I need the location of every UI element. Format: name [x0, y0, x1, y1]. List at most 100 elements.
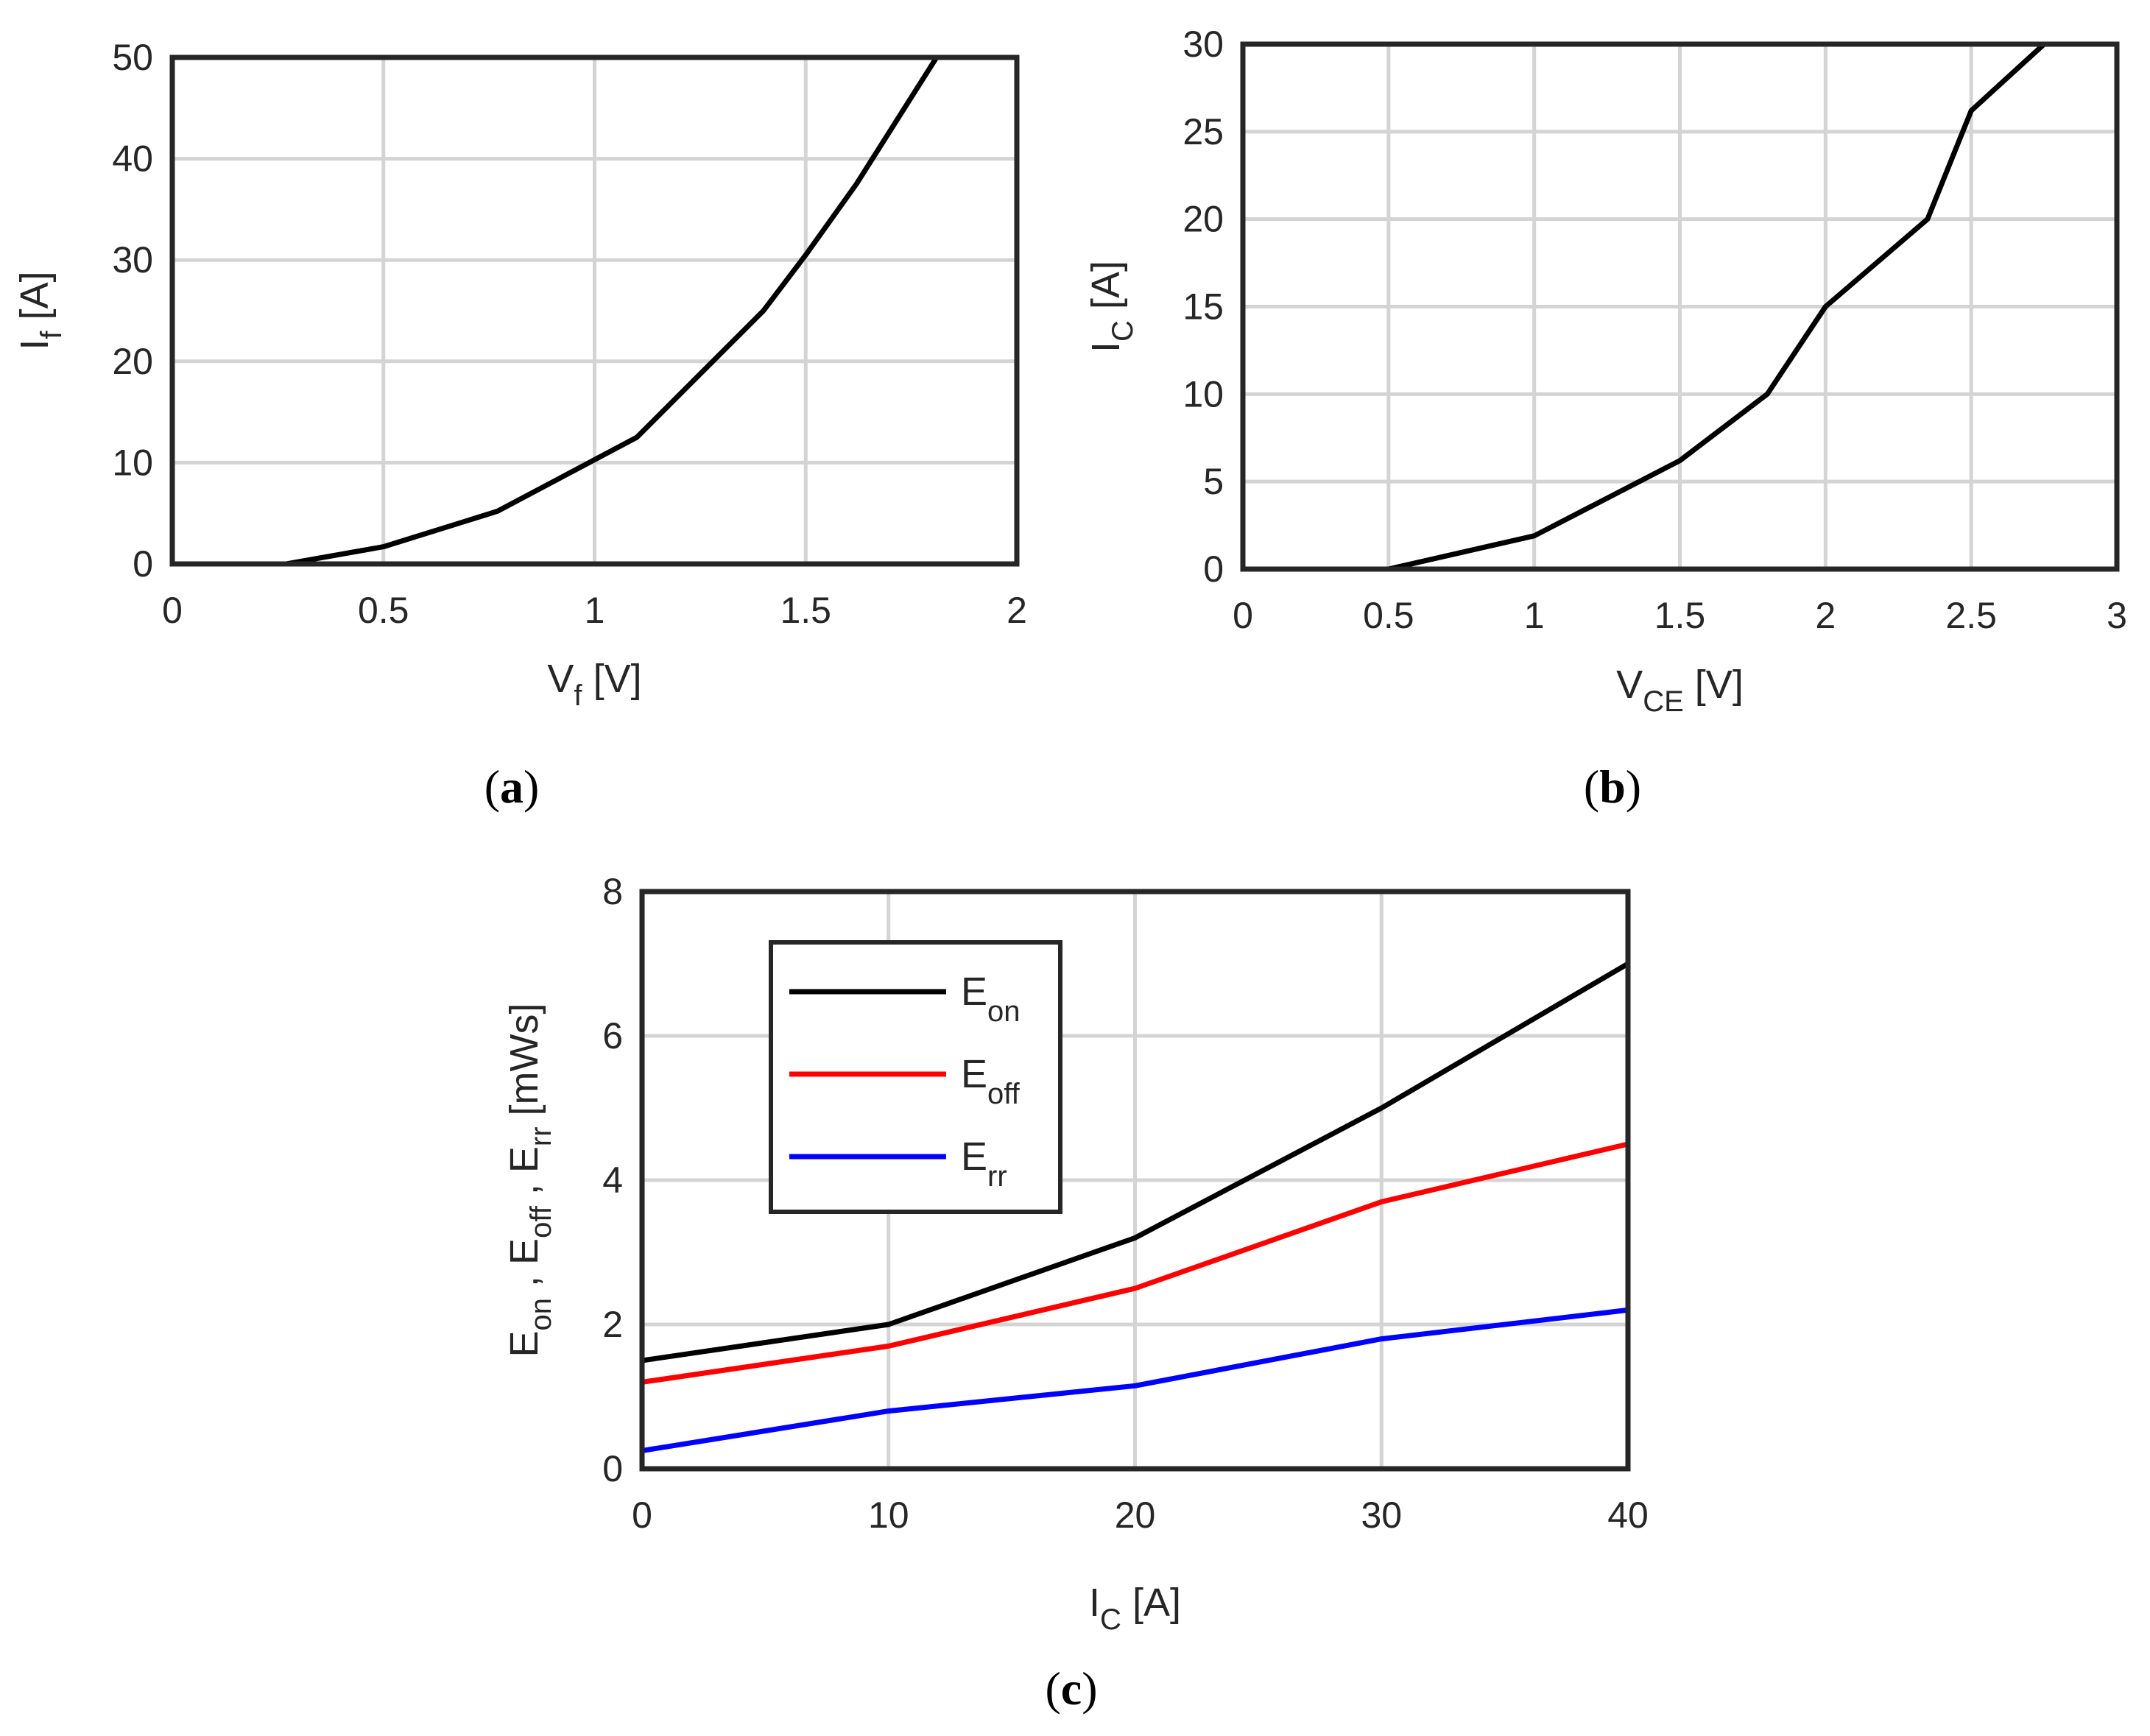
- axes-frame-b: [1240, 41, 2120, 572]
- x-tick-label-b: 1: [1524, 595, 1545, 636]
- legend-entry-sub: rr: [987, 1160, 1007, 1193]
- y-tick-label-b: 0: [1203, 548, 1224, 590]
- panel-label-close: ): [1626, 761, 1641, 813]
- y-axis-label-a-sub-0: f: [35, 331, 68, 339]
- y-axis-label-a: If [A]: [13, 271, 68, 350]
- x-axis-label-a-gap-0: [582, 657, 593, 701]
- y-tick-label-b: 10: [1182, 373, 1224, 414]
- y-tick-label-b: 5: [1203, 461, 1224, 502]
- y-axis-label-b: IC [A]: [1084, 261, 1139, 353]
- axes-frame-c: [639, 889, 1631, 1472]
- x-axis-label-c-sub-0: C: [1100, 1603, 1121, 1636]
- x-axis-label-b-unit: [V]: [1695, 663, 1744, 707]
- series-line-c-Err: [641, 1307, 1629, 1453]
- x-tick-label-b: 0: [1233, 595, 1253, 636]
- panel-label-a: (a): [484, 761, 540, 813]
- y-axis-label-c-main-1: , E: [502, 1238, 546, 1287]
- y-axis-label-b-main-0: I: [1084, 342, 1128, 353]
- series-line-a-If: [172, 56, 939, 567]
- y-axis-label-c-unit: [mWs]: [502, 1003, 546, 1116]
- y-tick-label-a: 20: [112, 341, 153, 382]
- x-tick-label-a: 0.5: [358, 590, 409, 631]
- x-axis-label-c-main-0: I: [1089, 1581, 1100, 1625]
- axes-frame-a: [169, 54, 1020, 567]
- x-axis-label-a-main-0: V: [547, 657, 574, 701]
- x-tick-label-a: 0: [162, 590, 183, 631]
- y-tick-label-c: 4: [602, 1160, 623, 1201]
- x-axis-label-a-sub-0: f: [574, 680, 582, 712]
- x-axis-label-b-gap-0: [1684, 663, 1695, 707]
- panel-label-c: (c): [1045, 1662, 1097, 1715]
- panel-label-b: (b): [1584, 761, 1641, 813]
- y-tick-label-a: 40: [112, 138, 153, 180]
- legend-entry-sub: on: [987, 995, 1021, 1028]
- x-tick-label-c: 0: [632, 1495, 652, 1536]
- x-tick-label-b: 2.5: [1945, 595, 1997, 636]
- y-axis-label-c-gap-1: [502, 1195, 546, 1206]
- x-tick-label-a: 1.5: [780, 590, 831, 631]
- x-tick-label-b: 2: [1815, 595, 1836, 636]
- panel-label-letter: a: [500, 761, 524, 813]
- x-tick-label-b: 0.5: [1363, 595, 1414, 636]
- x-axis-label-b-main-0: V: [1616, 663, 1643, 707]
- x-axis-label-c-gap-0: [1121, 1581, 1132, 1625]
- x-tick-label-c: 10: [868, 1495, 909, 1536]
- y-axis-label-c-main-2: , E: [502, 1146, 546, 1195]
- panel-label-open: (: [484, 761, 500, 813]
- y-tick-label-b: 25: [1182, 111, 1224, 152]
- x-tick-label-c: 30: [1361, 1495, 1402, 1536]
- y-axis-label-a-main-0: I: [13, 339, 57, 350]
- y-axis-label-c-sub-2: rr: [525, 1126, 557, 1146]
- panel-label-close: ): [524, 761, 539, 813]
- y-axis-label-b-gap-0: [1084, 309, 1128, 320]
- panel-label-letter: b: [1599, 761, 1626, 813]
- x-axis-label-a: Vf [V]: [547, 657, 641, 712]
- legend-entry-main: E: [961, 1052, 987, 1096]
- legend-entry-main: E: [961, 970, 987, 1014]
- panel-label-open: (: [1584, 761, 1599, 813]
- y-tick-label-a: 50: [112, 37, 153, 78]
- y-axis-label-c-sub-1: off: [525, 1205, 557, 1238]
- y-tick-label-a: 10: [112, 442, 153, 483]
- y-tick-label-a: 0: [133, 543, 153, 585]
- y-axis-label-b-unit: [A]: [1084, 261, 1128, 309]
- y-axis-label-c-gap-2: [502, 1115, 546, 1126]
- y-axis-label-c: Eon , Eoff , Err [mWs]: [502, 1003, 557, 1358]
- x-tick-label-a: 2: [1007, 590, 1027, 631]
- y-axis-label-a-gap-0: [13, 320, 57, 331]
- legend-box: [769, 940, 1062, 1214]
- y-tick-label-c: 2: [602, 1304, 623, 1345]
- series-line-c-Eon: [641, 961, 1629, 1363]
- legend-entry-Eoff: Eoff: [961, 1052, 1021, 1110]
- y-tick-label-c: 6: [602, 1015, 623, 1056]
- panel-label-open: (: [1045, 1662, 1060, 1715]
- y-axis-label-c-sub-0: on: [525, 1298, 557, 1331]
- legend-entry-Eon: Eon: [961, 970, 1021, 1028]
- x-axis-label-c-unit: [A]: [1132, 1581, 1181, 1625]
- y-tick-label-b: 15: [1182, 286, 1224, 328]
- y-tick-label-c: 8: [602, 871, 623, 912]
- series-line-c-Eoff: [641, 1141, 1629, 1385]
- panel-label-close: ): [1082, 1662, 1097, 1715]
- x-axis-label-b-sub-0: CE: [1643, 685, 1684, 718]
- legend-entry-Err: Err: [961, 1135, 1007, 1193]
- x-axis-label-c: IC [A]: [1089, 1581, 1181, 1636]
- y-tick-label-b: 30: [1182, 24, 1224, 65]
- y-axis-label-c-main-0: E: [502, 1330, 546, 1357]
- x-tick-label-b: 1.5: [1654, 595, 1706, 636]
- x-tick-label-a: 1: [585, 590, 605, 631]
- y-tick-label-b: 20: [1182, 199, 1224, 240]
- x-tick-label-c: 20: [1115, 1495, 1156, 1536]
- x-axis-label-a-unit: [V]: [593, 657, 642, 701]
- legend-entry-sub: off: [987, 1078, 1021, 1110]
- y-axis-label-a-unit: [A]: [13, 271, 57, 320]
- series-line-b-IC: [1243, 42, 2046, 572]
- y-axis-label-c-gap-0: [502, 1287, 546, 1298]
- x-axis-label-b: VCE [V]: [1616, 663, 1744, 718]
- y-tick-label-c: 0: [602, 1448, 623, 1489]
- y-axis-label-b-sub-0: C: [1107, 320, 1139, 342]
